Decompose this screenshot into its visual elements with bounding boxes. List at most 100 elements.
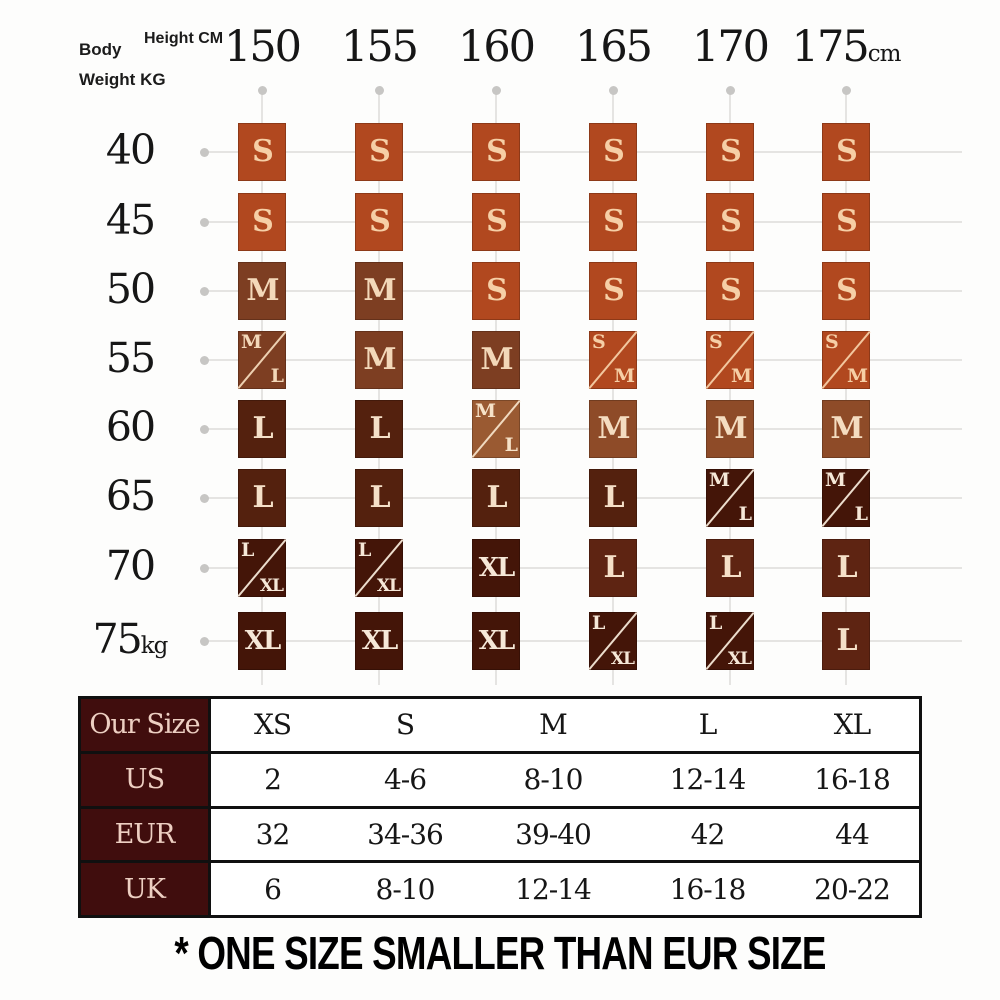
grid-dot [608,86,618,95]
grid-dot [841,86,851,95]
size-cell-label: M [825,469,846,491]
size-cell-box: S [589,123,637,181]
size-cell-box: L [238,400,286,458]
size-cell-label: S [486,134,508,169]
size-cell-box: S [822,262,870,320]
size-cell-box: M [355,262,403,320]
size-cell-label: S [369,204,391,239]
size-cell-box: L [589,539,637,597]
size-cell-label: L [592,612,605,634]
grid-dot [200,217,209,227]
size-cell-box: L XL [237,539,287,597]
size-cell-label: S [825,331,839,353]
grid-line-horizontal [205,428,962,430]
size-cell-label: L [836,623,857,658]
size-cell-box: L XL [705,612,755,670]
size-cell-label: M [730,365,752,388]
size-cell-label: L [836,550,857,585]
size-cell-label: S [709,331,723,353]
size-cell-label: L [738,503,752,526]
size-cell-label: XL [376,575,401,596]
weight-row-label: 40 [105,126,156,175]
table-row-label: UK [81,863,211,915]
size-cell-label: S [603,134,625,169]
size-cell-label: M [846,365,868,388]
size-cell-box: L [822,612,870,670]
size-cell-label: S [603,273,625,308]
size-cell-box: S [589,193,637,251]
table-header-cell: XL [833,708,872,742]
size-cell-label: XL [478,626,515,656]
table-header-cell: XS [253,708,292,742]
table-cell: 34-36 [367,817,444,851]
grid-dot [725,86,735,95]
table-cell: 2 [264,763,282,797]
size-cell-label: S [720,204,742,239]
weight-row-label: 55 [105,334,156,383]
size-cell-box: L [238,469,286,527]
weight-row-label: 45 [105,196,156,245]
size-cell-label: S [486,204,508,239]
grid-dot [374,86,384,95]
grid-dot [491,86,501,95]
weight-row-label: 70 [105,542,156,591]
table-cell: 42 [690,817,726,851]
table-row: US 2 4-6 8-10 12-14 16-18 [81,750,919,806]
table-cell: 39-40 [515,817,592,851]
size-cell-box: XL [355,612,403,670]
table-cell: 8-10 [523,763,584,797]
grid-dot [200,286,209,296]
size-cell-box: S [472,262,520,320]
table-row-label: EUR [81,808,211,861]
grid-line-horizontal [205,640,962,642]
size-cell-label: M [363,273,396,308]
grid-line-horizontal [205,290,962,292]
size-cell-label: L [603,480,624,515]
height-column-label: 155 [340,22,419,72]
grid-line-horizontal [205,497,962,499]
weight-axis-label: Weight KG [79,70,166,89]
table-cell: 16-18 [814,763,891,797]
size-cell-label: L [270,365,284,388]
size-cell-label: S [836,273,858,308]
weight-row-label: 50 [105,265,156,314]
size-cell-label: L [603,550,624,585]
size-cell-label: M [830,411,863,446]
grid-dot [200,424,209,434]
size-cell-label: XL [727,648,752,669]
size-cell-box: L XL [588,612,638,670]
table-cell: 32 [255,817,291,851]
size-cell-box: M [355,331,403,389]
size-cell-label: S [252,204,274,239]
table-cell: 8-10 [375,872,436,906]
size-cell-box: M [472,331,520,389]
size-cell-box: S [355,123,403,181]
height-column-label: 170 [691,22,770,72]
table-row: EUR 32 34-36 39-40 42 44 [81,805,919,861]
table-cell: 4-6 [383,763,427,797]
size-cell-box: M [822,400,870,458]
size-cell-box: S [706,193,754,251]
size-cell-box: L [706,539,754,597]
size-cell-box: M [706,400,754,458]
table-cell: 12-14 [515,872,592,906]
grid-line-horizontal [205,221,962,223]
size-cell-label: XL [244,626,281,656]
size-cell-label: L [358,539,371,561]
size-cell-label: L [369,411,390,446]
size-cell-label: M [475,400,496,422]
grid-dot [200,493,209,503]
size-cell-box: S [706,123,754,181]
size-cell-label: S [720,273,742,308]
footnote-text: * ONE SIZE SMALLER THAN EUR SIZE [174,927,826,979]
height-column-label: 175cm [791,22,902,72]
size-cell-label: XL [361,626,398,656]
size-cell-label: S [603,204,625,239]
height-axis-label: Height CM [144,30,224,47]
size-cell-label: L [709,612,722,634]
grid-line-horizontal [205,567,962,569]
